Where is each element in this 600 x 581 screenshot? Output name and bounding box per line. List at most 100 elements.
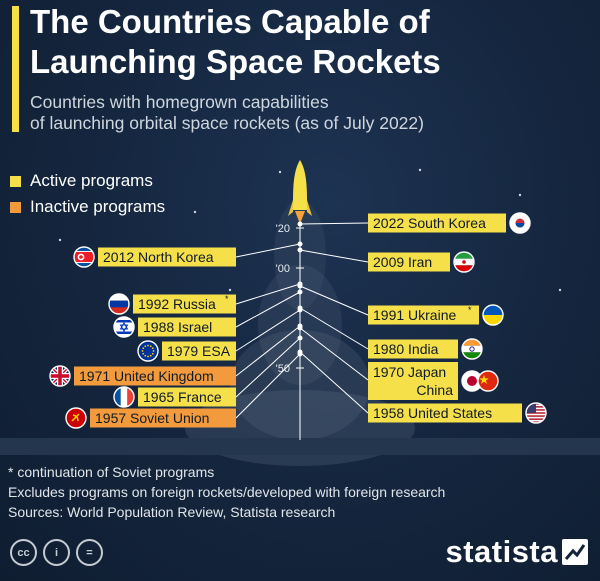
timeline-label-text: 1957 Soviet Union <box>95 410 209 426</box>
timeline-label-box <box>138 317 236 337</box>
connector-line <box>235 309 301 352</box>
star-0 <box>278 170 282 174</box>
eu-flag-icon <box>137 340 159 362</box>
brand-name: statista <box>445 534 558 569</box>
attribution-icon[interactable]: i <box>43 539 70 566</box>
cc-icon[interactable]: cc <box>10 539 37 566</box>
timeline-dot <box>297 307 303 313</box>
rocket-body <box>293 160 307 210</box>
timeline-label-box <box>138 387 236 407</box>
title-line-2: Launching Space Rockets <box>30 43 441 80</box>
star-1 <box>193 210 197 214</box>
title-line-1: The Countries Capable of <box>30 3 430 40</box>
connector-line <box>299 327 369 381</box>
timeline-label-text: 2009 Iran <box>373 254 432 270</box>
page-subtitle: Countries with homegrown capabilities of… <box>30 92 590 134</box>
uk-flag-icon <box>49 365 71 387</box>
connector-line <box>299 307 369 350</box>
legend-label-active: Active programs <box>30 171 153 190</box>
timeline-label-box <box>368 252 450 272</box>
subtitle-line-1: Countries with homegrown capabilities <box>30 92 329 112</box>
footnote-sources: Sources: World Population Review, Statis… <box>8 504 336 520</box>
timeline-label-box <box>98 247 236 267</box>
timeline-dot <box>297 221 303 227</box>
soviet-flag-icon <box>65 407 87 429</box>
legend-swatch-inactive <box>10 201 21 213</box>
rocket-flame <box>295 211 305 224</box>
timeline-dot <box>297 247 303 253</box>
legend-swatch-active <box>10 175 21 187</box>
connector-line <box>299 222 369 225</box>
rocket-fin-left <box>288 200 293 216</box>
connector-line <box>299 351 369 414</box>
timeline-label-text: 1965 France <box>143 389 222 405</box>
timeline-label-text: 1971 United Kingdom <box>79 368 214 384</box>
statista-brand[interactable]: statista <box>445 534 588 570</box>
usa-flag-icon <box>525 402 547 424</box>
russia-flag-icon <box>108 293 130 315</box>
statista-logo-icon <box>562 539 588 565</box>
footnote-continuation: * continuation of Soviet programs <box>8 464 215 480</box>
japan-flag-icon <box>461 370 483 392</box>
timeline-label-text: 1970 Japan <box>373 364 446 380</box>
star-6 <box>558 288 562 292</box>
timeline-label-box <box>368 403 522 423</box>
connector-line <box>235 353 301 419</box>
timeline-label-note: * <box>225 294 229 304</box>
horizon <box>0 438 600 455</box>
israel-flag-icon <box>113 316 135 338</box>
timeline-chart: '20 '00 '50 2022 South Korea 2012 North Kore… <box>0 160 600 466</box>
timeline-dot <box>297 335 303 341</box>
legend: Active programs Inactive programs <box>10 168 165 220</box>
timeline-label-note: * <box>468 305 472 315</box>
legend-item-inactive: Inactive programs <box>10 194 165 220</box>
india-flag-icon <box>461 338 483 360</box>
timeline-label-box <box>90 408 236 428</box>
footnotes: * continuation of Soviet programs Exclud… <box>8 462 445 522</box>
iran-flag-icon <box>453 251 475 273</box>
timeline-label-text: 1979 ESA <box>167 343 231 359</box>
connector-line <box>235 283 301 305</box>
timeline-label-box <box>162 341 236 361</box>
timeline-label-box <box>368 339 458 359</box>
china-flag-icon <box>477 370 499 392</box>
axis-tick-label-0: '20 <box>276 223 290 235</box>
license-icons: cc i = <box>10 539 103 566</box>
south-korea-flag-icon <box>509 212 531 234</box>
timeline-label-box <box>368 305 479 325</box>
timeline-label-text: 1988 Israel <box>143 319 212 335</box>
subtitle-line-2: of launching orbital space rockets (as o… <box>30 113 424 133</box>
timeline-label-text: 1958 United States <box>373 405 492 421</box>
star-7 <box>228 288 232 292</box>
timeline-dot <box>297 283 303 289</box>
legend-label-inactive: Inactive programs <box>30 197 166 216</box>
timeline-dot <box>297 325 303 331</box>
rocket-fin-right <box>307 200 312 216</box>
timeline-label-box <box>368 213 506 233</box>
connector-line <box>235 325 301 377</box>
page-title: The Countries Capable of Launching Space… <box>30 2 590 82</box>
connector-line <box>299 249 369 263</box>
legend-item-active: Active programs <box>10 168 165 194</box>
timeline-label-text: China <box>416 382 453 398</box>
connector-line <box>235 337 301 398</box>
timeline-dot <box>297 289 303 295</box>
timeline-label-text: 1980 India <box>373 341 439 357</box>
timeline-label-box <box>368 362 458 400</box>
timeline-label-box <box>74 366 236 386</box>
connector-line <box>299 285 369 316</box>
timeline-label-text: 2012 North Korea <box>103 249 214 265</box>
star-2 <box>518 193 522 197</box>
no-derivatives-icon[interactable]: = <box>76 539 103 566</box>
timeline-dot <box>297 241 303 247</box>
connector-line <box>235 291 301 328</box>
footnote-exclusions: Excludes programs on foreign rockets/dev… <box>8 484 446 500</box>
ukraine-flag-icon <box>482 304 504 326</box>
star-5 <box>418 168 422 172</box>
connector-line <box>235 243 301 258</box>
timeline-label-text: 1992 Russia <box>138 296 216 312</box>
star-4 <box>58 238 62 242</box>
timeline-dot <box>297 351 303 357</box>
timeline-label-text: 2022 South Korea <box>373 215 486 231</box>
timeline-label-text: 1991 Ukraine <box>373 307 456 323</box>
